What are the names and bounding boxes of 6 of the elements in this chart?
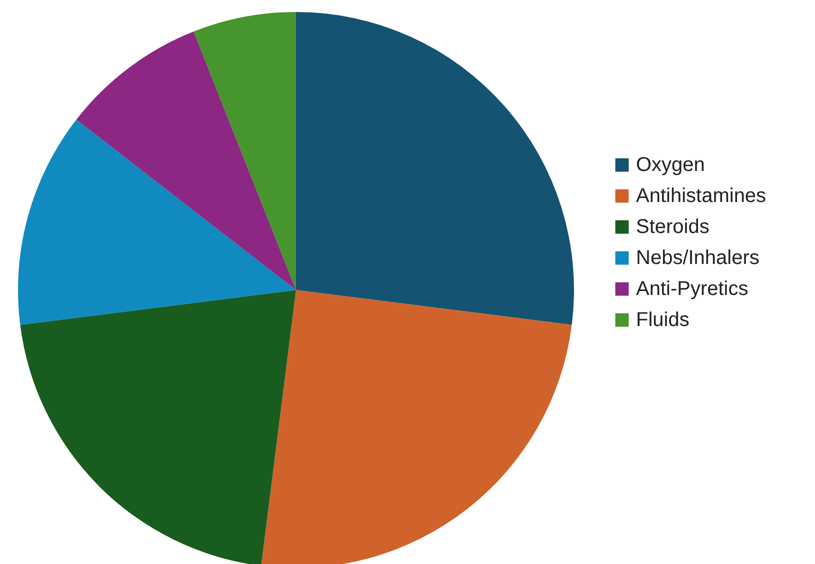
legend-label: Anti-Pyretics [636,278,748,300]
legend-label: Steroids [636,216,710,238]
legend-label: Fluids [636,309,690,331]
legend-label: Nebs/Inhalers [636,247,760,269]
legend-label: Oxygen [636,154,705,176]
legend-label: Antihistamines [636,185,766,207]
